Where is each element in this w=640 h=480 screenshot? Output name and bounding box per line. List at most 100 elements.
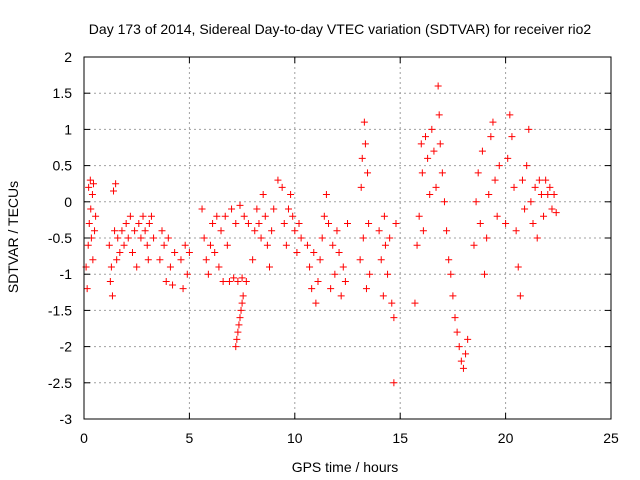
x-tick-label: 20 — [498, 430, 514, 446]
data-point — [278, 183, 286, 191]
y-tick-label: 0 — [64, 194, 72, 210]
data-point — [230, 274, 238, 282]
y-tick-label: 2 — [64, 49, 72, 65]
y-axis-label: SDTVAR / TECUs — [5, 181, 21, 293]
data-point — [430, 147, 438, 155]
data-point — [251, 227, 259, 235]
data-point — [156, 256, 164, 264]
data-point — [133, 263, 141, 271]
data-point — [113, 256, 121, 264]
data-point — [128, 248, 136, 256]
data-point — [533, 234, 541, 242]
data-point — [435, 111, 443, 119]
data-point — [335, 248, 343, 256]
data-point — [464, 335, 472, 343]
data-point — [529, 220, 537, 228]
data-point — [438, 169, 446, 177]
data-point — [144, 256, 152, 264]
data-point — [510, 183, 518, 191]
data-point — [228, 205, 236, 213]
data-point — [476, 220, 484, 228]
chart-title: Day 173 of 2014, Sidereal Day-to-day VTE… — [89, 21, 592, 37]
data-point — [131, 227, 139, 235]
data-point — [436, 140, 444, 148]
y-tick-label: 1 — [64, 121, 72, 137]
data-point — [238, 299, 246, 307]
data-point — [143, 241, 151, 249]
y-tick-label: -0.5 — [48, 230, 72, 246]
data-point — [244, 220, 252, 228]
data-point — [512, 227, 520, 235]
data-point — [550, 191, 558, 199]
data-point — [261, 212, 269, 220]
data-point — [453, 328, 461, 336]
data-point — [548, 205, 556, 213]
data-point — [339, 263, 347, 271]
data-point — [314, 277, 322, 285]
x-tick-label: 10 — [287, 430, 303, 446]
data-point — [531, 183, 539, 191]
data-point — [169, 281, 177, 289]
data-point — [84, 241, 92, 249]
data-point — [219, 277, 227, 285]
data-point — [171, 248, 179, 256]
data-point — [327, 285, 335, 293]
data-point — [485, 191, 493, 199]
data-point — [263, 241, 271, 249]
data-point — [518, 176, 526, 184]
data-point — [141, 227, 149, 235]
data-point — [217, 227, 225, 235]
data-point — [85, 220, 93, 228]
data-point — [139, 212, 147, 220]
data-point — [177, 256, 185, 264]
x-axis-label: GPS time / hours — [292, 459, 399, 475]
data-point — [377, 256, 385, 264]
data-point — [379, 292, 387, 300]
data-point — [85, 183, 93, 191]
data-point — [87, 205, 95, 213]
data-point — [537, 191, 545, 199]
y-tick-label: 0.5 — [53, 158, 73, 174]
data-point — [107, 263, 115, 271]
y-tick-label: 1.5 — [53, 85, 73, 101]
data-point — [112, 180, 120, 188]
data-point — [164, 234, 172, 242]
data-point — [426, 191, 434, 199]
y-tick-label: -1 — [60, 266, 73, 282]
grid — [84, 57, 611, 419]
data-point — [211, 248, 219, 256]
data-point — [544, 191, 552, 199]
data-point — [470, 241, 478, 249]
data-point — [504, 154, 512, 162]
data-point — [434, 82, 442, 90]
data-point — [418, 169, 426, 177]
data-point — [116, 248, 124, 256]
data-point — [236, 314, 244, 322]
data-point — [521, 205, 529, 213]
data-point — [337, 292, 345, 300]
data-point — [232, 343, 240, 351]
data-point — [145, 220, 153, 228]
data-point — [204, 270, 212, 278]
data-point — [234, 277, 242, 285]
data-point — [455, 343, 463, 351]
data-point — [390, 314, 398, 322]
data-point — [415, 212, 423, 220]
data-point — [225, 277, 233, 285]
data-point — [329, 241, 337, 249]
data-point — [462, 350, 470, 358]
data-point — [362, 285, 370, 293]
data-point — [392, 220, 400, 228]
data-point — [312, 299, 320, 307]
data-points — [82, 82, 560, 387]
data-point — [358, 154, 366, 162]
data-point — [268, 227, 276, 235]
data-point — [200, 234, 208, 242]
data-point — [487, 133, 495, 141]
data-point — [232, 220, 240, 228]
y-tick-label: -1.5 — [48, 302, 72, 318]
x-tick-label: 0 — [80, 430, 88, 446]
data-point — [380, 212, 388, 220]
data-point — [289, 212, 297, 220]
